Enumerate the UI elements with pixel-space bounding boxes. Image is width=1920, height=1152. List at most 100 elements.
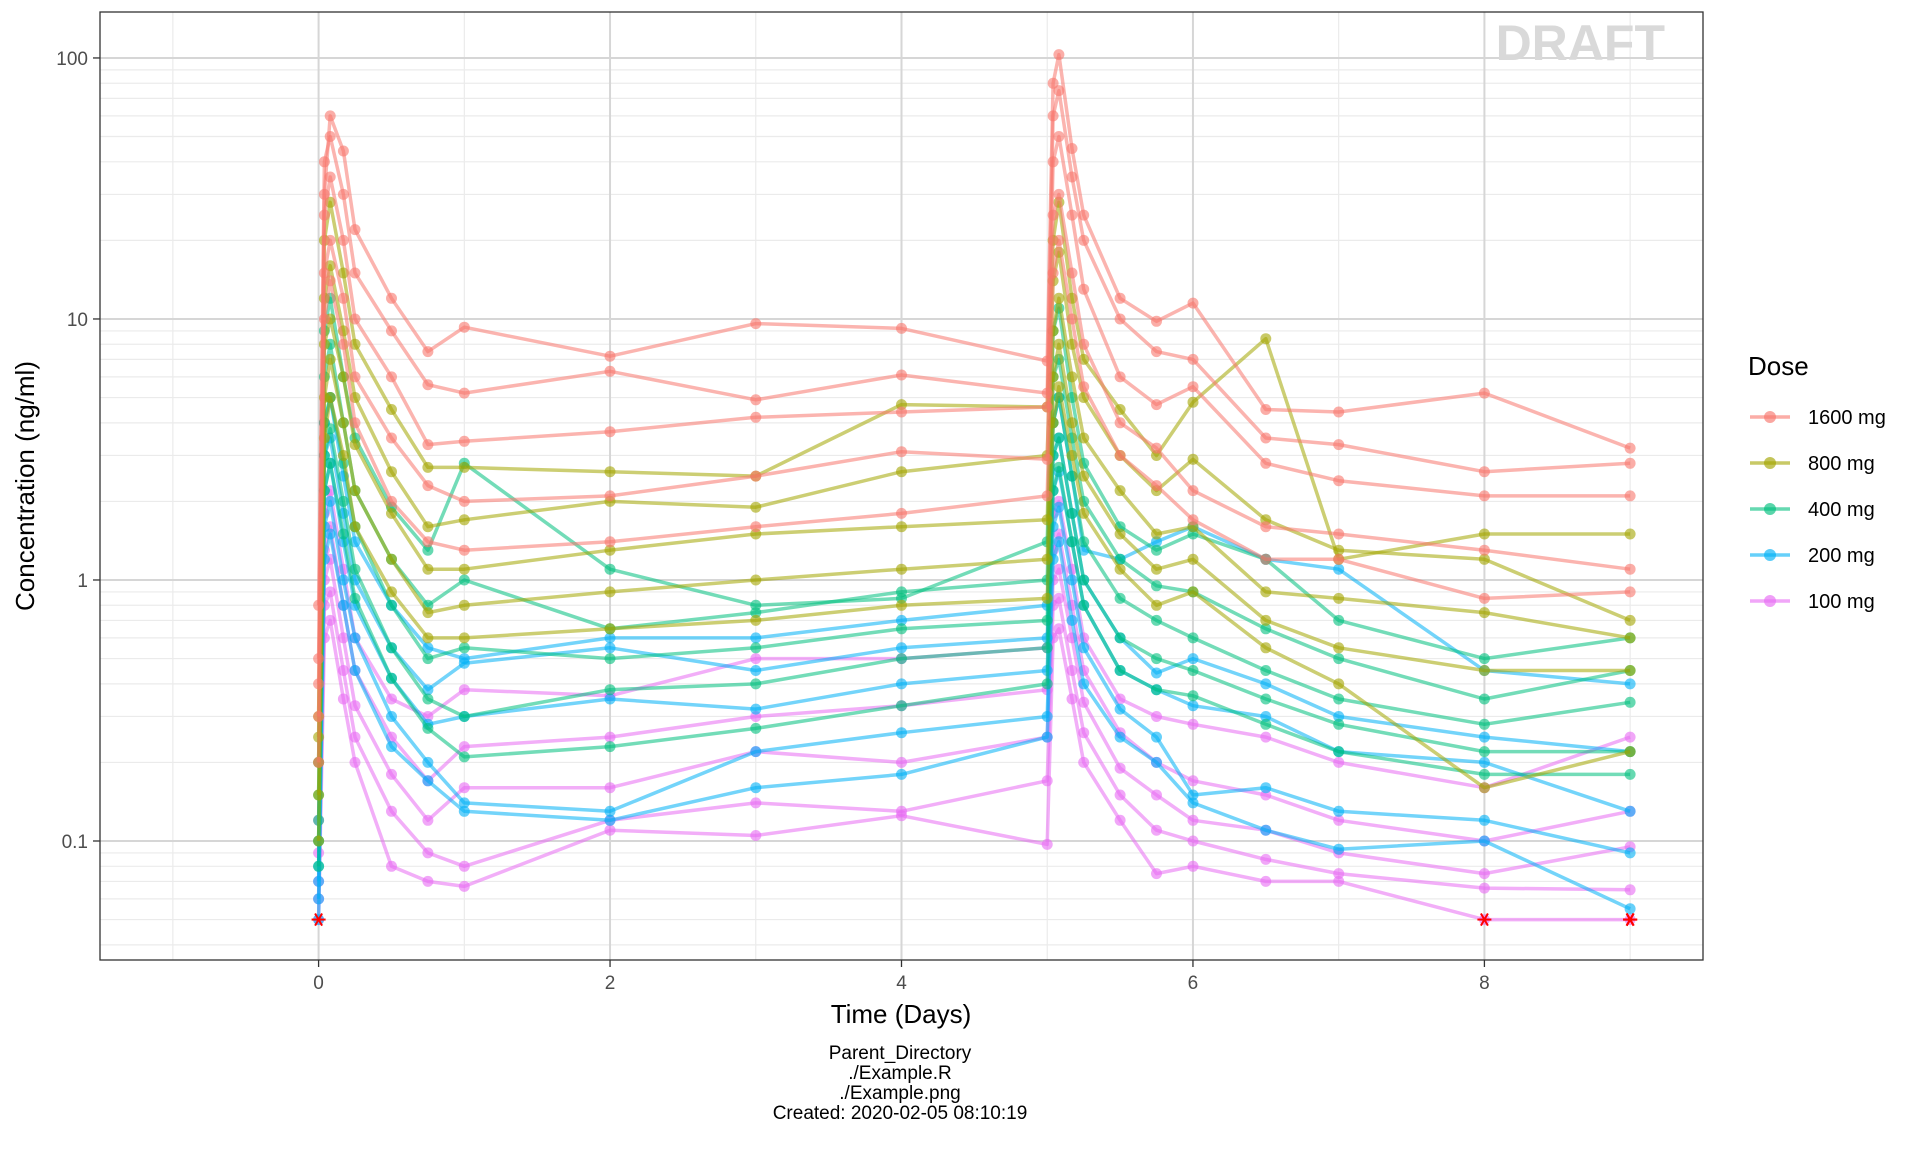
data-point [458,684,470,696]
data-point [349,563,361,575]
data-point [337,417,349,429]
data-point [1053,338,1065,350]
data-point [1114,485,1126,497]
data-point [1114,665,1126,676]
data-point [1041,592,1053,604]
legend-key-point [1764,457,1776,469]
data-point [1187,297,1199,309]
data-point [324,171,336,183]
data-point [1041,731,1053,743]
data-point [1624,805,1636,817]
data-point [1333,592,1345,604]
bql-marker [1623,913,1638,927]
data-point [750,632,762,644]
data-point [604,741,616,753]
data-point [1114,731,1126,743]
data-point [1478,868,1490,880]
data-point [1151,684,1162,696]
data-point [1333,756,1345,768]
legend-label: 1600 mg [1808,407,1886,429]
data-point [750,470,762,482]
data-point [896,507,907,519]
data-point [422,693,434,705]
data-point [349,632,361,644]
data-point [1260,553,1272,565]
data-point [1053,432,1065,444]
data-point [896,700,907,712]
data-point [1187,553,1199,565]
data-point [1478,607,1490,619]
data-point [1066,417,1078,429]
data-point [1066,171,1078,183]
data-point [324,495,336,507]
data-point [349,592,361,604]
data-point [1078,696,1090,708]
x-axis-title: Time (Days) [831,999,972,1029]
data-point [337,693,349,705]
data-point [1624,528,1636,540]
data-point [1187,700,1199,712]
data-point [896,586,907,598]
data-point [313,756,325,768]
data-point [1260,457,1272,469]
data-point [1053,536,1065,548]
data-point [386,586,397,598]
data-point [750,703,762,715]
x-tick-label: 4 [896,973,907,994]
data-point [337,528,349,540]
data-point [1066,574,1078,586]
data-point [1478,746,1490,758]
data-point [422,461,434,473]
legend-title: Dose [1748,351,1809,381]
data-point [1151,536,1162,548]
data-point [1053,461,1065,473]
data-point [1187,653,1199,665]
data-point [313,860,325,872]
data-point [458,514,470,526]
data-point [1478,528,1490,540]
data-point [1114,404,1126,415]
data-point [386,599,397,611]
data-point [1478,693,1490,705]
data-point [1078,338,1090,350]
data-point [386,553,397,565]
data-point [458,860,470,872]
data-point [349,267,361,279]
data-point [1114,592,1126,604]
series-1600-mg [313,49,1636,768]
data-point [604,653,616,665]
legend-item: 100 mg [1750,591,1875,613]
data-point [1333,678,1345,690]
data-point [1333,439,1345,451]
data-point [1114,313,1126,325]
data-point [1624,884,1636,896]
data-point [750,830,762,841]
data-point [750,746,762,758]
data-point [458,544,470,556]
data-point [1624,847,1636,859]
data-point [604,731,616,743]
data-point [1151,614,1162,626]
data-point [1624,490,1636,502]
data-point [1114,371,1126,383]
data-point [1151,399,1162,411]
data-point [604,824,616,836]
data-point [1187,665,1199,676]
file-caption: Parent_Directory ./Example.R ./Example.p… [560,1044,1240,1124]
data-point [386,693,397,705]
data-point [1478,544,1490,556]
data-point [1053,501,1065,513]
data-point [1333,528,1345,540]
data-point [422,544,434,556]
data-point [1151,528,1162,540]
data-point [422,814,434,826]
legend-label: 400 mg [1808,499,1875,521]
data-point [1260,642,1272,654]
data-point [1053,85,1065,97]
legend-label: 800 mg [1808,453,1875,475]
data-point [1333,746,1345,758]
y-tick-label: 100 [56,49,88,70]
data-point [337,338,349,350]
data-point [422,379,434,391]
data-point [349,371,361,383]
